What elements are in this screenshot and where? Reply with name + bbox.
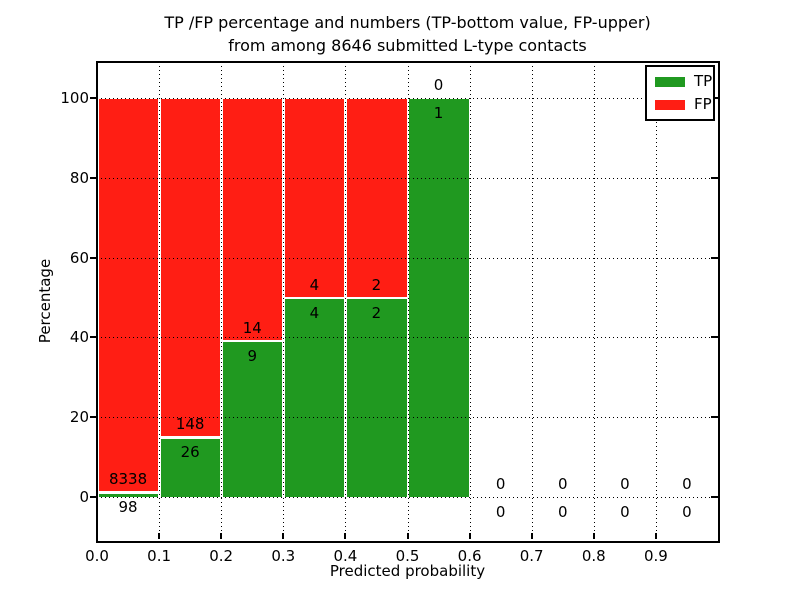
bar-edge-boundary-bin-2 [221, 339, 284, 343]
y-tick-label-20: 20 [69, 408, 89, 427]
y-tick-label-0: 0 [79, 488, 89, 507]
x-tick-label-0.5: 0.5 [395, 547, 420, 565]
legend-item-tp: TP [655, 74, 712, 89]
x-tick-label-0.4: 0.4 [333, 547, 358, 565]
gridline-x-0.2 [221, 62, 223, 541]
x-tick-label-0.3: 0.3 [271, 547, 296, 565]
fp-count-label-bin-0: 8338 [108, 470, 148, 489]
x-tick-label-0.0: 0.0 [85, 547, 109, 565]
y-tick-left-0 [90, 496, 97, 499]
chart-title-line-1: TP /FP percentage and numbers (TP-bottom… [164, 13, 651, 32]
bar-tp-bin-1 [159, 437, 222, 498]
x-tick-0.5 [406, 533, 409, 539]
y-tick-right-60 [711, 256, 718, 259]
gridline-x-0.3 [283, 62, 285, 541]
bar-edge-boundary-bin-4 [345, 296, 408, 299]
bar-tp-bin-2 [221, 340, 284, 498]
legend-label-tp: TP [694, 72, 713, 90]
bar-edge-boundary-bin-1 [159, 436, 222, 439]
bar-tp-bin-0 [97, 492, 160, 498]
bar-edge-vertical-0 [96, 97, 99, 498]
tp-count-label-bin-8: 0 [620, 503, 630, 522]
y-tick-left-60 [90, 256, 97, 259]
tp-count-label-bin-7: 0 [557, 503, 568, 522]
x-tick-0.3 [282, 533, 285, 539]
bar-fp-bin-1 [159, 97, 222, 438]
fp-count-label-bin-3: 4 [309, 275, 320, 294]
tp-count-label-bin-1: 26 [180, 443, 200, 462]
tp-count-label-bin-9: 0 [682, 503, 692, 522]
fp-count-label-bin-8: 0 [620, 475, 630, 494]
y-tick-label-60: 60 [69, 248, 89, 267]
tp-color-swatch [655, 76, 685, 87]
gridline-x-0.1 [159, 62, 161, 541]
y-tick-right-20 [711, 416, 718, 419]
chart-title-line-2: from among 8646 submitted L-type contact… [228, 36, 587, 55]
fp-count-label-bin-9: 0 [682, 475, 692, 494]
y-tick-label-100: 100 [60, 88, 89, 107]
y-tick-left-100 [90, 96, 97, 99]
x-tick-label-0.7: 0.7 [519, 547, 544, 565]
bar-fp-bin-3 [283, 97, 346, 298]
fp-count-label-bin-1: 148 [175, 415, 205, 434]
x-tick-0.0 [96, 533, 98, 539]
bar-tp-bin-4 [345, 297, 408, 498]
tp-count-label-bin-2: 9 [247, 346, 258, 365]
y-tick-label-40: 40 [69, 328, 89, 347]
x-tick-0.4 [344, 533, 347, 539]
gridline-x-0.9 [655, 62, 657, 541]
legend: TP FP [645, 65, 715, 121]
fp-count-label-bin-6: 0 [495, 475, 506, 494]
bar-tp-bin-5 [407, 97, 470, 498]
x-tick-label-0.2: 0.2 [209, 547, 234, 565]
fp-count-label-bin-4: 2 [371, 275, 382, 294]
gridline-x-0.7 [531, 62, 533, 541]
x-tick-0.2 [220, 533, 223, 539]
x-tick-0.6 [468, 533, 471, 539]
tp-count-label-bin-3: 4 [309, 303, 320, 322]
x-tick-label-0.9: 0.9 [643, 547, 668, 565]
gridline-x-0.4 [345, 62, 347, 541]
tp-count-label-bin-0: 98 [118, 498, 138, 517]
x-tick-0.9 [654, 533, 657, 539]
legend-item-fp: FP [655, 97, 712, 112]
bar-fp-bin-0 [97, 97, 160, 493]
tp-count-label-bin-5: 1 [433, 103, 444, 122]
x-tick-label-0.1: 0.1 [147, 547, 172, 565]
y-tick-right-80 [711, 176, 718, 179]
y-tick-left-40 [90, 336, 97, 339]
legend-label-fp: FP [694, 95, 712, 113]
bar-edge-boundary-bin-0 [97, 491, 160, 494]
y-tick-left-80 [90, 176, 97, 179]
x-tick-0.8 [592, 533, 595, 539]
x-tick-0.1 [158, 533, 161, 539]
tp-count-label-bin-4: 2 [371, 303, 382, 322]
tp-count-label-bin-6: 0 [495, 503, 506, 522]
y-tick-right-0 [711, 496, 718, 499]
bar-fp-bin-4 [345, 97, 408, 298]
fp-count-label-bin-5: 0 [433, 75, 444, 94]
gridline-x-0.6 [469, 62, 471, 541]
x-tick-0.7 [530, 533, 533, 539]
fp-count-label-bin-2: 14 [242, 318, 262, 337]
y-tick-left-20 [90, 416, 97, 419]
bar-fp-bin-2 [221, 97, 284, 341]
fp-color-swatch [655, 99, 685, 110]
x-axis-label: Predicted probability [329, 562, 486, 580]
bar-tp-bin-3 [283, 297, 346, 498]
y-tick-right-40 [711, 336, 718, 339]
bar-edge-boundary-bin-3 [283, 296, 346, 299]
gridline-x-0.8 [593, 62, 595, 541]
fp-count-label-bin-7: 0 [557, 475, 568, 494]
x-tick-label-0.8: 0.8 [581, 547, 606, 565]
x-tick-label-0.6: 0.6 [457, 547, 482, 565]
gridline-x-0.5 [407, 62, 409, 541]
y-tick-label-80: 80 [69, 168, 89, 187]
